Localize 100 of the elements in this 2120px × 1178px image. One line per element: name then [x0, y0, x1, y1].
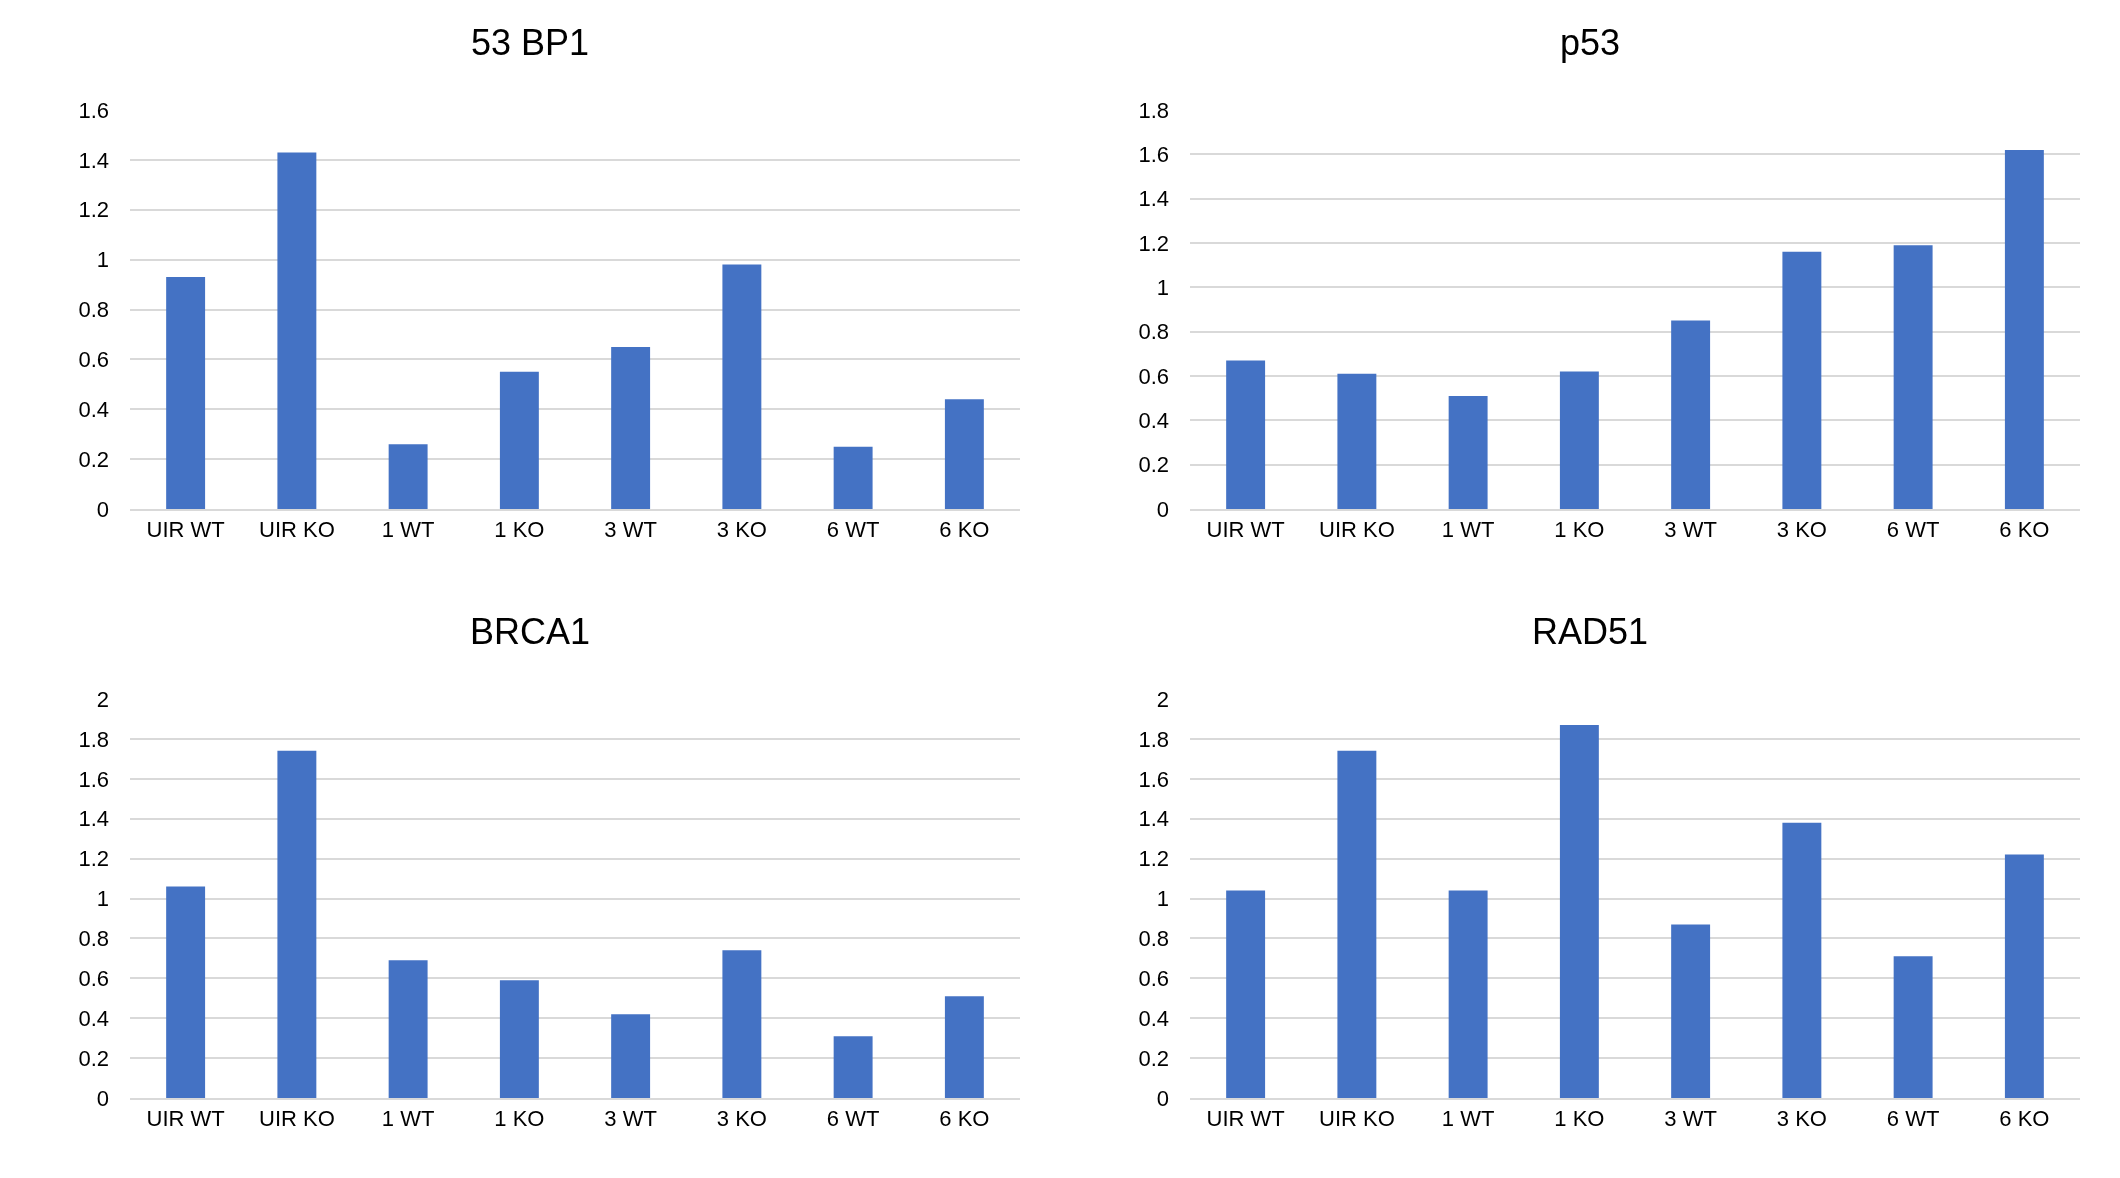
bar [611, 1014, 651, 1098]
y-tick-label: 1.2 [1138, 846, 1169, 872]
x-tick-label: 1 WT [1441, 517, 1495, 543]
y-tick-label: 0.2 [78, 446, 109, 472]
x-tick-label: 6 WT [826, 1106, 880, 1132]
x-tick-label: 3 WT [1664, 1106, 1717, 1132]
bar [499, 980, 539, 1098]
y-tick-label: 1.4 [78, 147, 109, 173]
x-tick-label: 6 KO [939, 517, 990, 543]
bar [2004, 149, 2044, 509]
bar [1782, 251, 1822, 509]
x-tick-label: 3 WT [1664, 517, 1717, 543]
bar [1337, 750, 1377, 1098]
bar [1559, 724, 1599, 1098]
y-tick-label: 0 [96, 496, 109, 522]
y-tick-label: 2 [96, 686, 109, 712]
bar [833, 446, 873, 509]
bar [1226, 890, 1266, 1098]
x-tick-label: 3 WT [604, 517, 657, 543]
x-tick-label: 1 WT [381, 517, 435, 543]
y-tick-label: 1.8 [78, 726, 109, 752]
x-tick-label: UIR KO [1318, 517, 1395, 543]
bar [166, 277, 206, 509]
x-tick-label: 1 KO [1554, 517, 1605, 543]
x-tick-label: 6 KO [1999, 517, 2050, 543]
x-tick-label: 3 KO [1776, 1106, 1827, 1132]
y-tick-label: 0.2 [1138, 452, 1169, 478]
bar [1893, 245, 1933, 509]
x-tick-label: UIR WT [1206, 517, 1285, 543]
x-tick-label: 1 KO [494, 517, 545, 543]
bar [1448, 395, 1488, 509]
y-tick-label: 1 [1156, 886, 1169, 912]
y-tick-label: 0.8 [1138, 926, 1169, 952]
bar [388, 960, 428, 1098]
bar [944, 399, 984, 509]
bar [722, 950, 762, 1098]
bar [611, 346, 651, 509]
y-tick-label: 1 [1156, 275, 1169, 301]
y-tick-label: 0.2 [1138, 1045, 1169, 1071]
y-tick-label: 0.6 [1138, 363, 1169, 389]
bar [1559, 371, 1599, 509]
bar [2004, 854, 2044, 1098]
bar [1448, 890, 1488, 1098]
x-tick-label: 1 WT [1441, 1106, 1495, 1132]
x-tick-label: 3 KO [1776, 517, 1827, 543]
x-tick-label: UIR KO [258, 517, 335, 543]
y-tick-label: 0.6 [1138, 966, 1169, 991]
y-tick-label: 1.6 [1138, 766, 1169, 792]
bar [1893, 956, 1933, 1098]
x-tick-label: 6 KO [939, 1106, 990, 1132]
y-tick-label: 1.2 [78, 846, 109, 872]
bar [499, 371, 539, 509]
x-tick-label: 6 WT [826, 517, 880, 543]
y-tick-label: 0 [1156, 1085, 1169, 1111]
bar [722, 264, 762, 509]
chart-title: p53 [1559, 21, 1621, 63]
bar [1226, 360, 1266, 509]
y-tick-label: 0.8 [78, 926, 109, 952]
y-tick-label: 0.2 [78, 1045, 109, 1071]
y-tick-label: 1.8 [1138, 726, 1169, 752]
bar [833, 1036, 873, 1098]
x-tick-label: UIR WT [1206, 1106, 1285, 1132]
bar [1782, 822, 1822, 1098]
y-tick-label: 0 [96, 1085, 109, 1111]
y-tick-label: 1.4 [1138, 186, 1169, 212]
y-tick-label: 0.8 [78, 297, 109, 323]
bar [944, 996, 984, 1098]
x-tick-label: 6 WT [1886, 1106, 1940, 1132]
bar [277, 152, 317, 509]
chart-title: BRCA1 [469, 610, 591, 652]
y-tick-label: 1.6 [78, 766, 109, 792]
x-tick-label: 6 KO [1999, 1106, 2050, 1132]
bar [1671, 320, 1711, 509]
x-tick-label: 3 WT [604, 1106, 657, 1132]
y-tick-label: 0.4 [1138, 1005, 1169, 1031]
bar [1671, 924, 1711, 1098]
x-tick-label: UIR KO [258, 1106, 335, 1132]
x-tick-label: 1 WT [381, 1106, 435, 1132]
y-tick-label: 1.6 [1138, 142, 1169, 168]
x-tick-label: 3 KO [716, 1106, 767, 1132]
bar [388, 444, 428, 509]
y-tick-label: 0.6 [78, 347, 109, 373]
y-tick-label: 0.8 [1138, 319, 1169, 345]
y-tick-label: 1 [96, 247, 109, 273]
y-tick-label: 1.2 [1138, 230, 1169, 256]
y-tick-label: 0.4 [1138, 408, 1169, 434]
y-tick-label: 0.4 [78, 396, 109, 422]
y-tick-label: 2 [1156, 686, 1169, 712]
y-tick-label: 1.2 [78, 197, 109, 223]
x-tick-label: 3 KO [716, 517, 767, 543]
bar [1337, 373, 1377, 509]
x-tick-label: 1 KO [494, 1106, 545, 1132]
y-tick-label: 1.4 [78, 806, 109, 832]
y-tick-label: 0.6 [78, 966, 109, 991]
x-tick-label: UIR WT [146, 1106, 225, 1132]
x-tick-label: 6 WT [1886, 517, 1940, 543]
y-tick-label: 1 [96, 886, 109, 912]
bar [166, 886, 206, 1098]
x-tick-label: UIR WT [146, 517, 225, 543]
y-tick-label: 1.8 [1138, 97, 1169, 123]
